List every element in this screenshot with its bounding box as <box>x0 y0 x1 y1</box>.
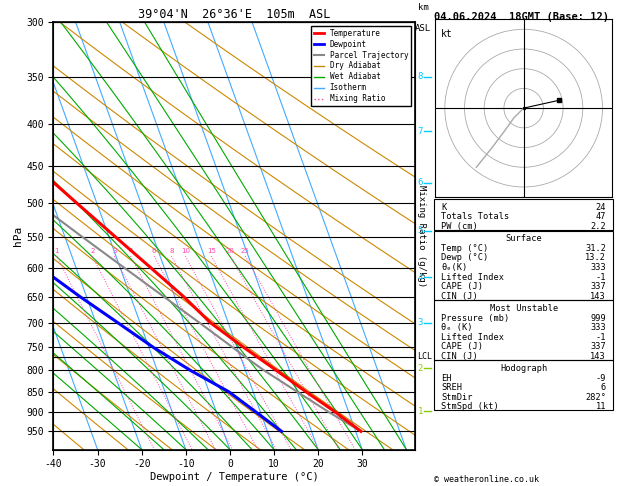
Bar <box>434 230 613 300</box>
Text: 13.2: 13.2 <box>585 254 606 262</box>
Text: PW (cm): PW (cm) <box>441 222 478 231</box>
Text: Pressure (mb): Pressure (mb) <box>441 313 509 323</box>
Text: 8: 8 <box>418 72 423 81</box>
Text: © weatheronline.co.uk: © weatheronline.co.uk <box>434 474 539 484</box>
Text: Dewp (°C): Dewp (°C) <box>441 254 489 262</box>
Y-axis label: hPa: hPa <box>13 226 23 246</box>
Text: 337: 337 <box>591 282 606 291</box>
Text: θₑ (K): θₑ (K) <box>441 323 472 332</box>
Text: 8: 8 <box>169 248 174 254</box>
Text: ASL: ASL <box>415 24 431 33</box>
Bar <box>434 199 613 230</box>
Text: 999: 999 <box>591 313 606 323</box>
Text: km: km <box>418 3 428 13</box>
Text: 24: 24 <box>596 203 606 212</box>
Text: 6: 6 <box>418 178 423 188</box>
Title: 39°04'N  26°36'E  105m  ASL: 39°04'N 26°36'E 105m ASL <box>138 8 330 21</box>
Text: 2.2: 2.2 <box>591 222 606 231</box>
X-axis label: Dewpoint / Temperature (°C): Dewpoint / Temperature (°C) <box>150 472 319 482</box>
Text: 47: 47 <box>596 212 606 222</box>
Text: 282°: 282° <box>585 393 606 401</box>
Text: 5: 5 <box>418 226 423 235</box>
Text: 2: 2 <box>418 364 423 373</box>
Text: 333: 333 <box>591 263 606 272</box>
Text: 15: 15 <box>207 248 216 254</box>
Text: kt: kt <box>441 29 453 39</box>
Text: 11: 11 <box>596 402 606 411</box>
Text: LCL: LCL <box>416 352 431 361</box>
Text: Hodograph: Hodograph <box>500 364 547 373</box>
Text: 20: 20 <box>226 248 235 254</box>
Text: Lifted Index: Lifted Index <box>441 332 504 342</box>
Text: -1: -1 <box>596 332 606 342</box>
Text: Temp (°C): Temp (°C) <box>441 244 489 253</box>
Text: Surface: Surface <box>505 234 542 243</box>
Text: Lifted Index: Lifted Index <box>441 273 504 281</box>
Text: K: K <box>441 203 447 212</box>
Y-axis label: Mixing Ratio (g/kg): Mixing Ratio (g/kg) <box>417 185 426 287</box>
Text: Most Unstable: Most Unstable <box>489 304 558 313</box>
Text: EH: EH <box>441 374 452 382</box>
Text: θₑ(K): θₑ(K) <box>441 263 467 272</box>
Text: CAPE (J): CAPE (J) <box>441 282 483 291</box>
Bar <box>434 360 613 410</box>
Text: -9: -9 <box>596 374 606 382</box>
Text: 143: 143 <box>591 352 606 361</box>
Bar <box>434 300 613 360</box>
Text: CIN (J): CIN (J) <box>441 292 478 300</box>
Text: 7: 7 <box>418 126 423 136</box>
Text: Totals Totals: Totals Totals <box>441 212 509 222</box>
Text: SREH: SREH <box>441 383 462 392</box>
Text: 2: 2 <box>90 248 94 254</box>
Text: 4: 4 <box>418 273 423 282</box>
Text: 1: 1 <box>418 407 423 416</box>
Text: -1: -1 <box>596 273 606 281</box>
Text: StmSpd (kt): StmSpd (kt) <box>441 402 499 411</box>
Text: 10: 10 <box>181 248 190 254</box>
Text: 333: 333 <box>591 323 606 332</box>
Text: 3: 3 <box>418 318 423 328</box>
Text: 143: 143 <box>591 292 606 300</box>
Text: CIN (J): CIN (J) <box>441 352 478 361</box>
Text: 4: 4 <box>128 248 133 254</box>
Text: 6: 6 <box>152 248 157 254</box>
Text: 337: 337 <box>591 342 606 351</box>
Text: 1: 1 <box>55 248 59 254</box>
Text: 04.06.2024  18GMT (Base: 12): 04.06.2024 18GMT (Base: 12) <box>434 12 609 22</box>
Text: 25: 25 <box>241 248 250 254</box>
Text: 6: 6 <box>601 383 606 392</box>
Text: 3: 3 <box>112 248 116 254</box>
Text: 31.2: 31.2 <box>585 244 606 253</box>
Text: CAPE (J): CAPE (J) <box>441 342 483 351</box>
Legend: Temperature, Dewpoint, Parcel Trajectory, Dry Adiabat, Wet Adiabat, Isotherm, Mi: Temperature, Dewpoint, Parcel Trajectory… <box>311 26 411 106</box>
Text: StmDir: StmDir <box>441 393 472 401</box>
